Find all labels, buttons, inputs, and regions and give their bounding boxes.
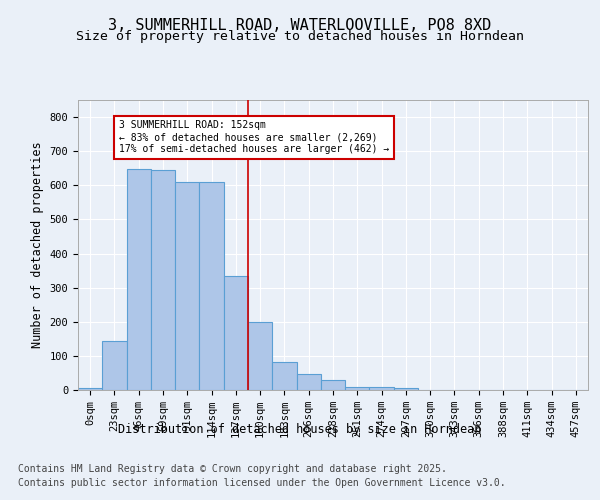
Bar [102, 340, 127, 390]
Bar [370, 386, 394, 390]
Bar [272, 362, 296, 390]
Text: 3 SUMMERHILL ROAD: 152sqm
← 83% of detached houses are smaller (2,269)
17% of se: 3 SUMMERHILL ROAD: 152sqm ← 83% of detac… [119, 120, 389, 154]
Bar [224, 276, 248, 390]
Bar [175, 182, 199, 390]
Text: Size of property relative to detached houses in Horndean: Size of property relative to detached ho… [76, 30, 524, 43]
Bar [345, 386, 370, 390]
Bar [78, 388, 102, 390]
Bar [394, 388, 418, 390]
Text: 3, SUMMERHILL ROAD, WATERLOOVILLE, PO8 8XD: 3, SUMMERHILL ROAD, WATERLOOVILLE, PO8 8… [109, 18, 491, 32]
Bar [321, 380, 345, 390]
Bar [199, 182, 224, 390]
Bar [296, 374, 321, 390]
Text: Distribution of detached houses by size in Horndean: Distribution of detached houses by size … [118, 422, 482, 436]
Bar [151, 170, 175, 390]
Bar [248, 322, 272, 390]
Y-axis label: Number of detached properties: Number of detached properties [31, 142, 44, 348]
Bar [127, 169, 151, 390]
Text: Contains public sector information licensed under the Open Government Licence v3: Contains public sector information licen… [18, 478, 506, 488]
Text: Contains HM Land Registry data © Crown copyright and database right 2025.: Contains HM Land Registry data © Crown c… [18, 464, 447, 474]
